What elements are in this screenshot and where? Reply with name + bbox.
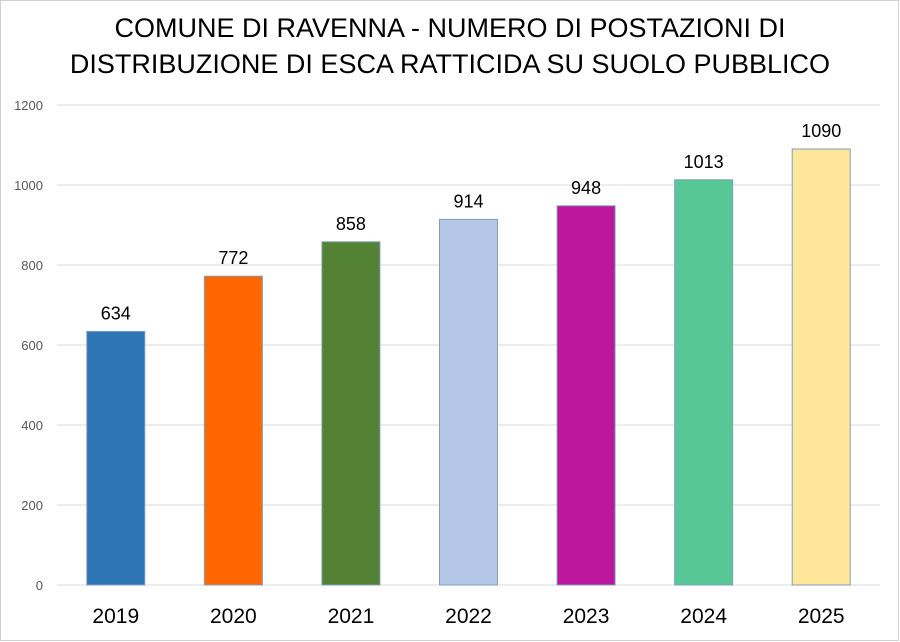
data-label: 1013 xyxy=(684,152,724,172)
title-line-1: COMUNE DI RAVENNA - NUMERO DI POSTAZIONI… xyxy=(114,13,786,43)
x-tick-label: 2022 xyxy=(445,605,492,628)
x-tick-label: 2023 xyxy=(563,605,610,628)
bar-2025 xyxy=(791,148,851,586)
bar-2020 xyxy=(203,275,263,586)
bar-2022 xyxy=(439,218,498,586)
bar-2023 xyxy=(556,205,616,586)
chart-title: COMUNE DI RAVENNA - NUMERO DI POSTAZIONI… xyxy=(0,10,900,82)
data-label: 634 xyxy=(101,303,131,323)
x-tick-label: 2019 xyxy=(92,605,139,628)
y-tick-label: 1000 xyxy=(14,178,43,193)
title-line-2: DISTRIBUZIONE DI ESCA RATTICIDA SU SUOLO… xyxy=(69,49,831,79)
bar-2021 xyxy=(321,241,381,586)
x-tick-label: 2025 xyxy=(798,605,845,628)
data-label: 858 xyxy=(336,214,366,234)
y-tick-label: 600 xyxy=(21,338,43,353)
y-tick-label: 0 xyxy=(36,578,43,593)
bar-2024 xyxy=(674,179,734,586)
data-label: 914 xyxy=(453,191,483,211)
y-tick-label: 1200 xyxy=(14,98,43,113)
x-tick-label: 2020 xyxy=(210,605,257,628)
data-label: 1090 xyxy=(801,121,841,141)
data-label: 772 xyxy=(218,248,248,268)
bar-2019 xyxy=(86,330,146,586)
x-tick-label: 2024 xyxy=(680,605,727,628)
data-label: 948 xyxy=(571,178,601,198)
y-tick-label: 400 xyxy=(21,418,43,433)
y-tick-label: 200 xyxy=(21,498,43,513)
y-tick-label: 800 xyxy=(21,258,43,273)
x-tick-label: 2021 xyxy=(328,605,375,628)
